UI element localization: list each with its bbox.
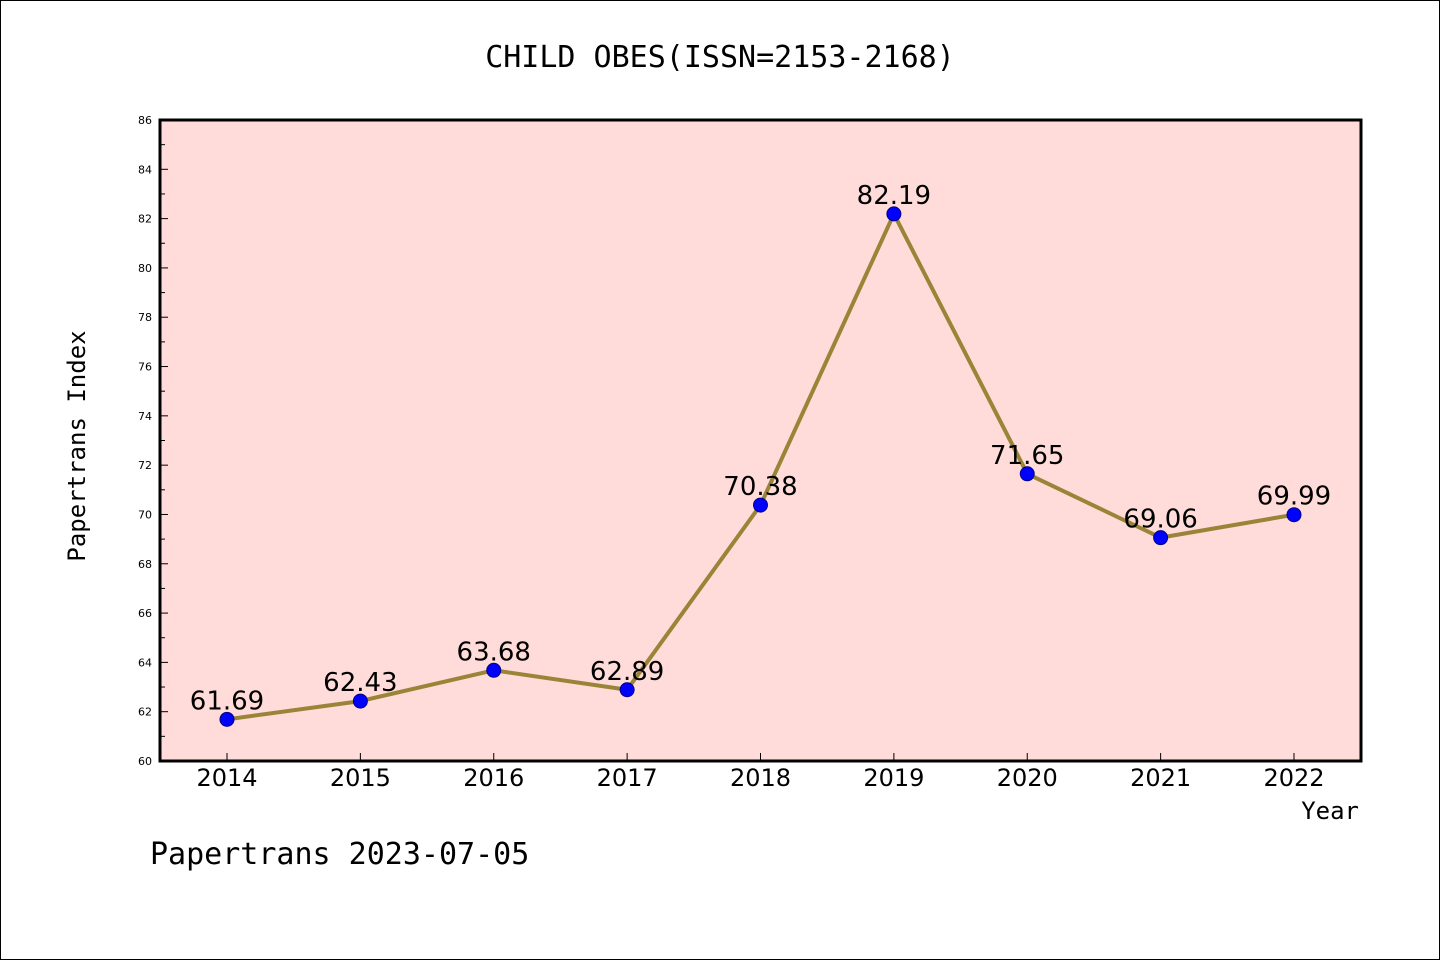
data-point (1153, 530, 1169, 546)
data-point (886, 206, 902, 222)
data-point (486, 662, 502, 678)
x-axis-label: Year (1301, 797, 1359, 825)
data-label: 62.43 (323, 668, 397, 698)
x-tick-label: 2019 (863, 764, 924, 792)
y-tick-label: 74 (138, 410, 152, 423)
x-axis-ticks: 2014 2015 2016 2017 2018 2019 2020 2021 2022 (196, 753, 1325, 792)
plot-area (160, 120, 1361, 761)
data-label: 69.99 (1257, 482, 1331, 512)
chart-title: CHILD OBES(ISSN=2153-2168) (485, 40, 955, 75)
data-label: 61.69 (190, 686, 264, 716)
x-tick-label: 2021 (1130, 764, 1191, 792)
y-tick-label: 76 (138, 361, 152, 374)
y-tick-label: 64 (138, 656, 152, 669)
x-tick-label: 2014 (196, 764, 257, 792)
data-label: 69.06 (1123, 505, 1197, 535)
y-tick-label: 60 (138, 755, 152, 768)
watermark-text: Papertrans 2023-07-05 (150, 837, 529, 872)
data-point (619, 682, 635, 698)
y-tick-label: 84 (138, 163, 152, 176)
data-label: 62.89 (590, 657, 664, 687)
y-tick-label: 72 (138, 459, 152, 472)
data-point (219, 711, 235, 727)
x-tick-label: 2015 (330, 764, 391, 792)
y-tick-label: 82 (138, 213, 152, 226)
plot-border (158, 118, 1363, 763)
data-points (219, 206, 1302, 727)
x-tick-label: 2017 (597, 764, 658, 792)
y-tick-label: 86 (138, 114, 152, 127)
data-point (352, 693, 368, 709)
y-tick-label: 66 (138, 607, 152, 620)
data-label: 70.38 (723, 472, 797, 502)
x-tick-label: 2016 (463, 764, 524, 792)
x-tick-label: 2020 (997, 764, 1058, 792)
y-tick-label: 78 (138, 311, 152, 324)
data-labels: 61.69 62.43 63.68 62.89 70.38 82.19 71.65 69.06… (190, 181, 1331, 716)
y-tick-label: 68 (138, 558, 152, 571)
data-point (753, 497, 768, 513)
y-tick-label: 62 (138, 706, 152, 719)
y-axis-label: Papertrans Index (63, 330, 91, 561)
y-tick-label: 80 (138, 262, 152, 275)
y-tick-label: 70 (138, 508, 152, 521)
data-label: 71.65 (990, 441, 1064, 471)
x-tick-label: 2018 (730, 764, 791, 792)
data-label: 82.19 (857, 181, 931, 211)
data-point (1286, 507, 1302, 523)
data-point (1019, 466, 1035, 482)
data-label: 63.68 (457, 637, 531, 667)
x-tick-label: 2022 (1263, 764, 1324, 792)
